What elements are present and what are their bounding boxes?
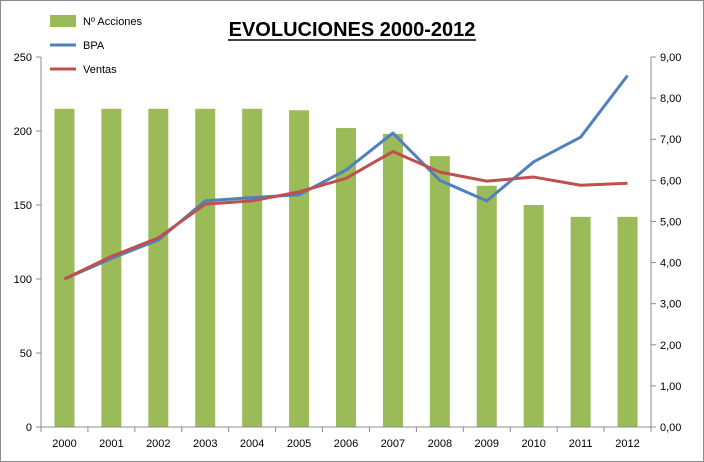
series-line-bpa <box>63 74 629 281</box>
legend: Nº Acciones BPA Ventas <box>50 15 143 76</box>
left-tick-label: 250 <box>14 52 32 64</box>
bar-acciones-2002 <box>148 108 169 428</box>
x-tick-label-2003: 2003 <box>193 438 217 450</box>
right-tick-label: 0,00 <box>660 422 681 434</box>
bar-acciones-2007 <box>382 133 403 427</box>
left-tick-label: 100 <box>14 274 32 286</box>
bar-acciones-2006 <box>336 128 356 428</box>
x-tick-label-2009: 2009 <box>475 438 499 450</box>
left-tick-label: 150 <box>14 200 32 212</box>
x-tick-label-2000: 2000 <box>52 438 76 450</box>
right-tick-label: 2,00 <box>660 340 681 352</box>
x-tick-label-2004: 2004 <box>240 438 264 450</box>
x-tick-label-2006: 2006 <box>334 438 358 450</box>
right-tick-label: 3,00 <box>660 299 681 311</box>
x-tick-label-2011: 2011 <box>569 438 593 450</box>
left-tick-label: 0 <box>26 422 32 434</box>
bar-acciones-2012 <box>617 216 638 427</box>
right-tick-label: 9,00 <box>660 52 681 64</box>
bar-acciones-2000 <box>54 108 75 428</box>
left-tick-label: 50 <box>20 348 32 360</box>
right-tick-label: 8,00 <box>660 93 681 105</box>
series-line-ventas <box>63 150 628 281</box>
x-tick-label-2005: 2005 <box>287 438 311 450</box>
legend-label-bpa: BPA <box>83 40 105 52</box>
chart-title: EVOLUCIONES 2000-2012 <box>229 19 476 41</box>
right-tick-label: 1,00 <box>660 381 681 393</box>
bar-acciones-2001 <box>101 108 122 428</box>
legend-swatch-acciones <box>50 15 76 27</box>
x-tick-label-2001: 2001 <box>99 438 123 450</box>
right-tick-label: 6,00 <box>660 175 681 187</box>
right-tick-label: 5,00 <box>660 216 681 228</box>
x-tick-label-2008: 2008 <box>428 438 452 450</box>
bar-acciones-2010 <box>523 205 544 427</box>
bar-acciones-2005 <box>289 110 310 427</box>
legend-label-ventas: Ventas <box>83 64 117 76</box>
bar-acciones-2011 <box>570 216 591 427</box>
x-tick-label-2007: 2007 <box>381 438 405 450</box>
bar-acciones-2009 <box>476 185 497 427</box>
right-tick-label: 4,00 <box>660 258 681 270</box>
bar-acciones-2004 <box>242 108 263 428</box>
legend-label-acciones: Nº Acciones <box>83 16 143 28</box>
right-tick-label: 7,00 <box>660 134 681 146</box>
bar-acciones-2003 <box>195 108 216 428</box>
plot-area: 0 50 100 150 200 250 0,00 1,00 2,00 3,00 4,00 5,00 6… <box>14 52 682 450</box>
bar-acciones-2008 <box>429 156 450 427</box>
x-tick-label-2012: 2012 <box>615 438 639 450</box>
left-tick-label: 200 <box>14 126 32 138</box>
x-tick-label-2002: 2002 <box>146 438 170 450</box>
x-tick-label-2010: 2010 <box>521 438 545 450</box>
